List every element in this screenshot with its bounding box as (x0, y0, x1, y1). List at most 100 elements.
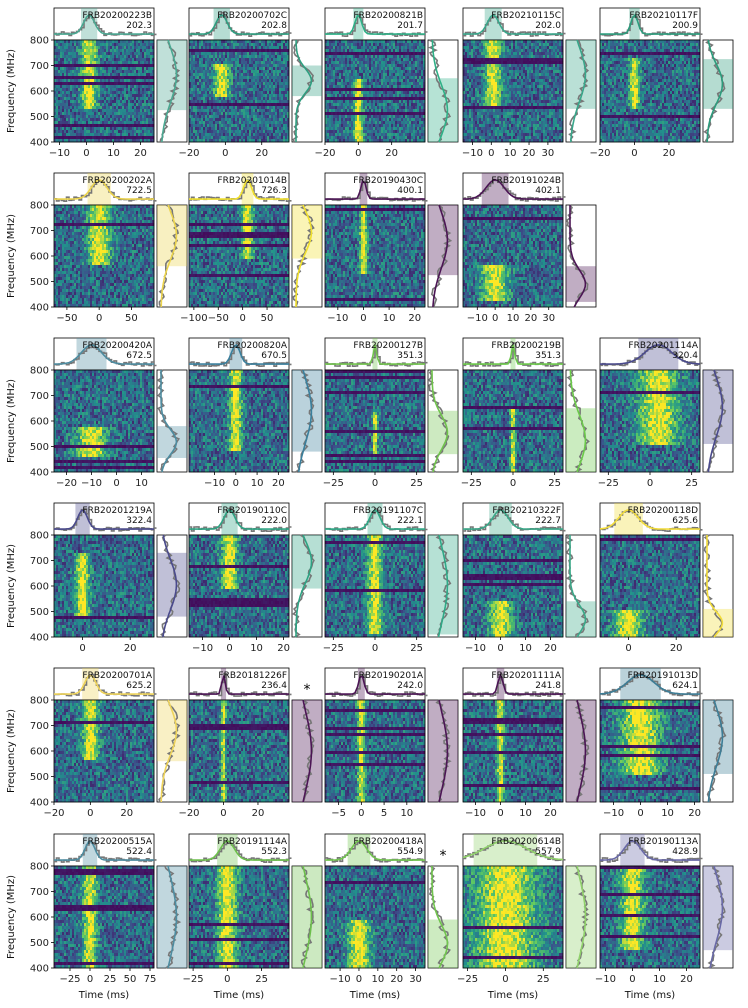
y-tick-label: 400 (30, 138, 49, 149)
x-tick-label: 0 (629, 974, 635, 985)
x-tick-label: 20 (390, 974, 403, 985)
x-tick-label: −10 (465, 643, 486, 654)
x-tick-label: −20 (43, 808, 64, 819)
burst-dm: 722.5 (126, 186, 152, 196)
dynamic-spectrum (463, 205, 563, 307)
burst-dm: 351.3 (397, 351, 423, 361)
y-tick-label: 600 (30, 252, 49, 263)
x-axis-label: Time (ms) (624, 990, 676, 1001)
x-tick-label: 0 (647, 478, 653, 489)
x-tick-label: 0 (356, 974, 362, 985)
x-tick-label: 0 (87, 808, 93, 819)
burst-name: FRB20201111A (491, 671, 561, 681)
burst-name: FRB20190201A (353, 671, 423, 681)
burst-dm: 222.1 (397, 516, 423, 526)
burst-dm: 320.4 (672, 351, 698, 361)
x-tick-label: 25 (685, 478, 698, 489)
burst-name: FRB20200420A (82, 341, 152, 351)
x-tick-label: −10 (595, 974, 616, 985)
burst-dm: 625.2 (126, 681, 152, 691)
x-tick-label: 20 (252, 808, 265, 819)
burst-name: FRB20201114A (628, 341, 698, 351)
dynamic-spectrum (189, 535, 289, 637)
x-tick-label: 0 (83, 148, 89, 159)
burst-name: FRB20190430C (353, 176, 423, 186)
burst-name: FRB20200118D (628, 506, 698, 516)
x-tick-label: 30 (542, 313, 555, 324)
y-tick-label: 500 (30, 938, 49, 949)
x-tick-label: 0 (637, 808, 643, 819)
burst-name: FRB20200127B (353, 341, 423, 351)
burst-name: FRB20200223B (82, 11, 152, 21)
x-tick-label: 20 (688, 808, 701, 819)
dynamic-spectrum (463, 370, 563, 472)
y-tick-label: 500 (30, 277, 49, 288)
burst-name: FRB20181226F (218, 671, 287, 681)
burst-dm: 202.0 (535, 21, 561, 31)
x-tick-label: −20 (178, 808, 199, 819)
dynamic-spectrum (325, 535, 425, 637)
burst-dm: 672.5 (126, 351, 152, 361)
burst-name: FRB20200418A (353, 837, 423, 847)
burst-name: FRB20210117F (629, 11, 698, 21)
burst-name: FRB20200614B (491, 837, 561, 847)
x-tick-label: 20 (544, 808, 557, 819)
y-tick-label: 800 (30, 862, 49, 873)
dynamic-spectrum (54, 40, 154, 142)
x-tick-label: 0 (222, 148, 228, 159)
burst-name: FRB20200702C (217, 11, 287, 21)
dynamic-spectrum (54, 205, 154, 307)
dynamic-spectrum (600, 535, 700, 637)
dynamic-spectrum (463, 700, 563, 802)
x-tick-label: 0 (497, 643, 503, 654)
dynamic-spectrum (325, 700, 425, 802)
x-tick-label: 0 (502, 974, 508, 985)
x-tick-label: 0 (358, 808, 364, 819)
y-tick-label: 600 (30, 87, 49, 98)
burst-dm: 322.4 (126, 516, 152, 526)
x-tick-label: 0 (224, 974, 230, 985)
x-tick-label: 20 (120, 808, 133, 819)
dynamic-spectrum (54, 370, 154, 472)
x-tick-label: 10 (250, 643, 263, 654)
burst-name: FRB20190110C (217, 506, 287, 516)
x-tick-label: −10 (81, 478, 102, 489)
x-tick-label: −100 (180, 313, 207, 324)
burst-dm: 241.8 (535, 681, 561, 691)
dynamic-spectrum (54, 700, 154, 802)
x-tick-label: 50 (125, 313, 138, 324)
burst-name: FRB20191024B (491, 176, 561, 186)
x-tick-label: −10 (465, 808, 486, 819)
burst-dm: 557.9 (535, 847, 561, 857)
frb-figure: FRB20200223B202.3−10 0 10 20400500600700800… (0, 0, 748, 1008)
x-axis-label: Time (ms) (78, 990, 130, 1001)
x-tick-label: −20 (56, 478, 77, 489)
x-tick-label: 10 (519, 643, 532, 654)
burst-name: FRB20191114A (217, 837, 287, 847)
x-tick-label: 25 (410, 643, 423, 654)
y-tick-label: 400 (30, 303, 49, 314)
x-tick-label: 10 (519, 808, 532, 819)
x-tick-label: −25 (461, 478, 482, 489)
y-tick-label: 600 (30, 582, 49, 593)
y-tick-label: 800 (30, 696, 49, 707)
x-tick-label: 10 (251, 478, 264, 489)
dynamic-spectrum (189, 370, 289, 472)
x-tick-label: −20 (589, 148, 610, 159)
burst-dm: 202.3 (126, 21, 152, 31)
x-tick-label: −10 (192, 643, 213, 654)
burst-dm: 351.3 (535, 351, 561, 361)
x-tick-label: 75 (144, 974, 157, 985)
